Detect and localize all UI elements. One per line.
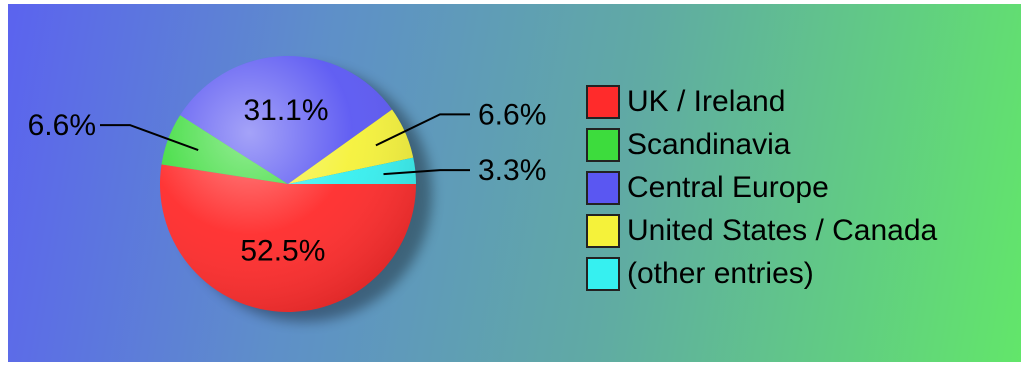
legend-label-central-europe: Central Europe	[627, 170, 829, 204]
pct-label-united-states-canada: 6.6%	[478, 98, 546, 131]
pct-label-other-entries: 3.3%	[478, 154, 546, 187]
pct-label-central-europe: 31.1%	[243, 94, 328, 127]
legend-swatch-united-states-canada	[586, 213, 620, 248]
legend: UK / Ireland Scandinavia Central Europe Uni…	[586, 80, 937, 295]
legend-label-other-entries: (other entries)	[627, 256, 814, 290]
legend-label-united-states-canada: United States / Canada	[627, 213, 938, 247]
pct-label-scandinavia: 6.6%	[28, 109, 96, 142]
leader-line-united-states-canada	[375, 113, 470, 147]
legend-item-scandinavia: Scandinavia	[586, 123, 937, 166]
leader-line-other-entries	[383, 169, 470, 176]
legend-swatch-other-entries	[586, 256, 620, 291]
legend-swatch-central-europe	[586, 170, 620, 205]
legend-item-uk-ireland: UK / Ireland	[586, 80, 937, 123]
pct-label-uk-ireland: 52.5%	[240, 234, 325, 267]
legend-label-scandinavia: Scandinavia	[627, 127, 791, 161]
chart-panel: 52.5% 6.6% 31.1% 6.6% 3.3% UK / Ireland Scand…	[8, 4, 1021, 362]
legend-item-other-entries: (other entries)	[586, 252, 937, 295]
legend-item-central-europe: Central Europe	[586, 166, 937, 209]
legend-label-uk-ireland: UK / Ireland	[627, 84, 786, 118]
legend-item-united-states-canada: United States / Canada	[586, 209, 937, 252]
leader-line-scandinavia	[100, 124, 199, 152]
pie-labels: 52.5% 6.6% 31.1% 6.6% 3.3%	[28, 94, 547, 268]
legend-swatch-uk-ireland	[586, 84, 620, 119]
legend-swatch-scandinavia	[586, 127, 620, 162]
